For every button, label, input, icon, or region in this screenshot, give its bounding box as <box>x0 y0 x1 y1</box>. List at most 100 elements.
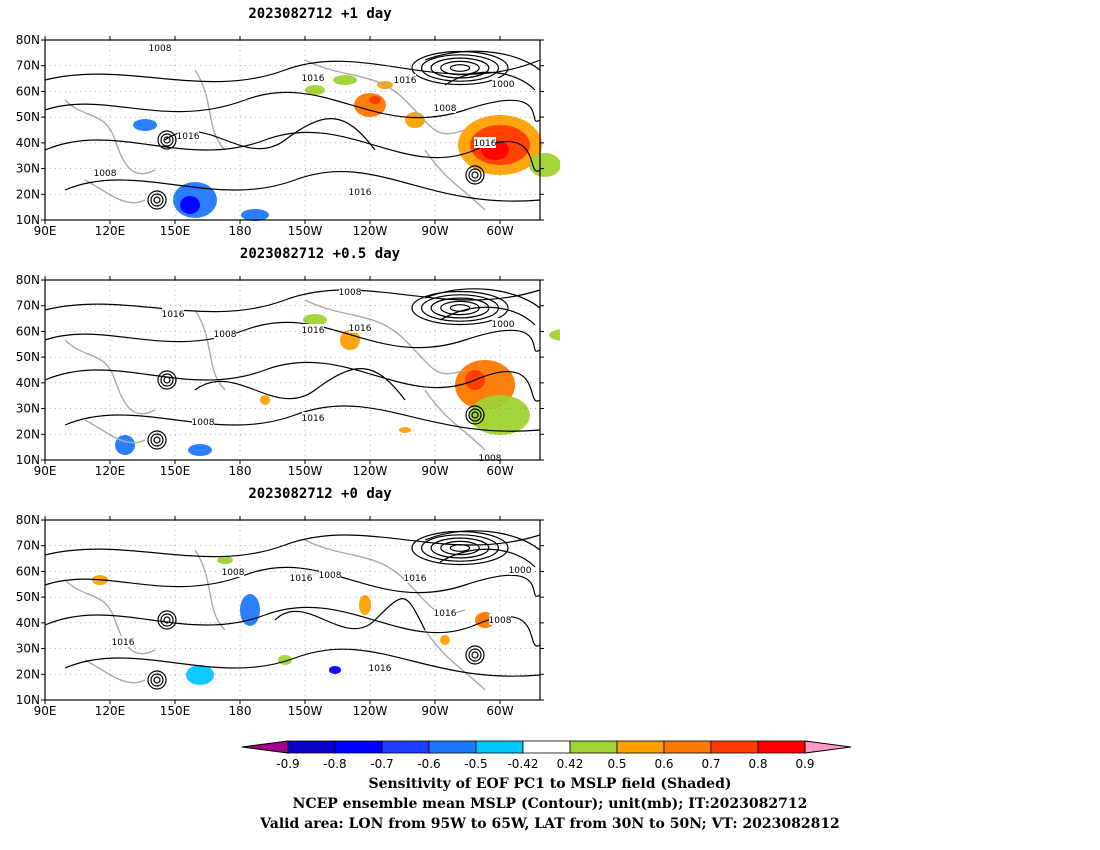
contour-label-bg <box>177 130 199 141</box>
low-pressure-center <box>147 670 167 690</box>
caption-line-3: Valid area: LON from 95W to 65W, LAT fro… <box>260 816 840 832</box>
sensitivity-shading <box>115 435 135 455</box>
sensitivity-shading <box>180 196 200 214</box>
colorbar-extend-left <box>241 740 289 754</box>
map-frame <box>44 279 541 461</box>
map-panel-3: 1008 1016 1008 1016 1016 1000 1016 1016 1008 80N 7… <box>0 510 560 720</box>
contour-label: 1008 <box>434 104 457 114</box>
mslp-contour <box>44 321 541 352</box>
lat-tick-label: 20N <box>16 427 40 441</box>
colorbar-tick-label: 0.9 <box>795 757 814 771</box>
lon-tick-label: 60W <box>486 464 513 478</box>
contour-label-bg <box>369 662 391 673</box>
colorbar-swatch <box>522 740 571 754</box>
contour-label: 1008 <box>319 571 342 581</box>
sensitivity-shading <box>217 556 233 564</box>
contour-label: 1008 <box>339 288 362 298</box>
lon-tick-label: 150E <box>160 224 191 238</box>
sensitivity-shading <box>399 427 411 433</box>
low-pressure-center <box>163 136 171 144</box>
contour-label-bg <box>509 564 531 575</box>
lat-tick-label: 50N <box>16 110 40 124</box>
contour-label-bg <box>302 412 324 423</box>
panel-1-title: 2023082712 +1 day <box>248 6 392 22</box>
lon-tick-label: 90E <box>34 704 57 718</box>
contour-label: 1008 <box>149 44 172 54</box>
low-pressure-center <box>449 64 471 72</box>
low-pressure-center <box>421 534 500 562</box>
map-background <box>45 40 540 220</box>
contour-label: 1000 <box>492 80 515 90</box>
contour-label-bg <box>394 74 416 85</box>
contour-label: 1016 <box>302 74 325 84</box>
lat-tick-label: 20N <box>16 187 40 201</box>
contour-label-bg <box>404 572 426 583</box>
mslp-contour <box>274 598 426 631</box>
contour-label: 1016 <box>369 664 392 674</box>
lat-tick-label: 30N <box>16 402 40 416</box>
sensitivity-shading <box>305 85 325 95</box>
lat-tick-label: 70N <box>16 59 40 73</box>
low-pressure-center <box>430 537 490 559</box>
contour-label: 1000 <box>509 566 532 576</box>
sensitivity-shading <box>329 666 341 674</box>
coastline <box>84 419 146 444</box>
low-pressure-center <box>147 430 167 450</box>
low-pressure-center <box>465 405 485 425</box>
colorbar-swatch <box>616 740 665 754</box>
contour-label-bg <box>162 308 184 319</box>
low-pressure-center <box>160 373 174 387</box>
low-pressure-center <box>430 57 490 79</box>
lon-tick-label: 90W <box>421 704 448 718</box>
map-panel-1: 1008 1016 1008 1016 1000 1016 1016 1008 1016 80N 7… <box>0 30 560 240</box>
colorbar-tick-label: 0.5 <box>607 757 626 771</box>
contour-label: 1016 <box>434 609 457 619</box>
sensitivity-shading <box>303 314 327 326</box>
lat-tick-label: 60N <box>16 564 40 578</box>
caption-line-2: NCEP ensemble mean MSLP (Contour); unit(… <box>292 796 808 812</box>
coastline <box>194 309 226 391</box>
lat-tick-label: 60N <box>16 84 40 98</box>
low-pressure-center <box>465 165 485 185</box>
sensitivity-shading <box>440 635 450 645</box>
lon-tick-label: 90E <box>34 464 57 478</box>
contour-label-bg <box>290 572 312 583</box>
coastline <box>304 299 466 375</box>
lon-tick-label: 90W <box>421 224 448 238</box>
lat-tick-label: 70N <box>16 539 40 553</box>
low-pressure-center <box>471 411 479 419</box>
mslp-contour <box>439 306 536 326</box>
low-pressure-center <box>440 60 480 76</box>
coastline <box>424 629 486 691</box>
low-pressure-center <box>468 648 482 662</box>
colorbar-tick-label: -0.42 <box>507 757 538 771</box>
coastline <box>194 69 226 151</box>
contour-label: 1008 <box>479 454 502 464</box>
sensitivity-shading <box>549 329 560 341</box>
contour-label: 1016 <box>302 414 325 424</box>
mslp-contour <box>439 548 536 568</box>
mslp-contour <box>444 71 536 91</box>
map-plot-area: 1008 1016 1008 1016 1016 1000 1016 1016 1008 80N 7… <box>16 513 544 718</box>
low-pressure-center <box>147 190 167 210</box>
lat-tick-label: 40N <box>16 136 40 150</box>
lat-tick-label: 50N <box>16 350 40 364</box>
lat-tick-label: 80N <box>16 273 40 287</box>
map-plot-area: 1008 1016 1008 1016 1000 1016 1016 1008 1016 80N 7… <box>16 33 560 238</box>
sensitivity-shading <box>405 112 425 128</box>
contour-label-bg <box>94 167 116 178</box>
lat-tick-label: 50N <box>16 590 40 604</box>
sensitivity-shading <box>186 665 214 685</box>
colorbar-tick-label: -0.9 <box>276 757 299 771</box>
coastline <box>84 659 146 684</box>
contour-label: 1016 <box>474 139 497 149</box>
sensitivity-shading <box>359 595 371 615</box>
sensitivity-shading <box>529 153 560 177</box>
contour-label-bg <box>302 324 324 335</box>
contour-label-bg <box>434 102 456 113</box>
coastline <box>84 179 146 204</box>
lat-tick-label: 60N <box>16 324 40 338</box>
low-pressure-center <box>160 613 174 627</box>
low-pressure-center <box>411 290 509 326</box>
contour-label-bg <box>339 286 361 297</box>
